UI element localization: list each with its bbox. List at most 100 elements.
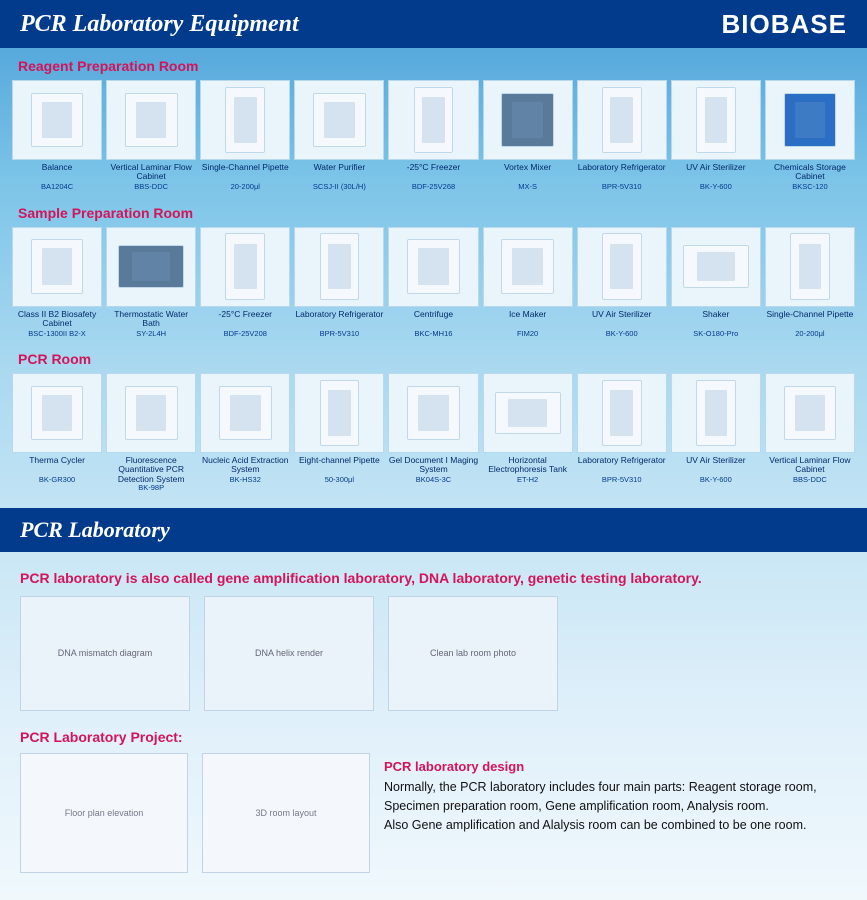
equipment-model: ET-H2 [517, 476, 538, 484]
equipment-image [12, 80, 102, 160]
equipment-image [483, 227, 573, 307]
plans-host: Floor plan elevation3D room layout [20, 753, 370, 873]
equipment-card[interactable]: Gel Document I Maging SystemBK04S-3C [388, 373, 478, 492]
equipment-card[interactable]: Ice MakerFIM20 [483, 227, 573, 338]
section-label: PCR Room [0, 341, 867, 373]
equipment-image [388, 80, 478, 160]
equipment-model: 50-300μl [325, 476, 354, 484]
equipment-model: BBS-DDC [134, 183, 168, 191]
equipment-card[interactable]: -25°C FreezerBDF-25V268 [388, 80, 478, 191]
equipment-card[interactable]: Laboratory RefrigeratorBPR-5V310 [577, 80, 667, 191]
equipment-model: BK-Y-600 [606, 330, 638, 338]
equipment-name: Eight-channel Pipette [299, 456, 380, 476]
equipment-name: Balance [42, 163, 73, 183]
equipment-name: Gel Document I Maging System [388, 456, 478, 476]
lower-title: PCR Laboratory [20, 517, 170, 543]
equipment-model: BKSC-120 [792, 183, 827, 191]
equipment-card[interactable]: Nucleic Acid Extraction SystemBK-HS32 [200, 373, 290, 492]
equipment-card[interactable]: Vertical Laminar Flow CabinetBBS-DDC [765, 373, 855, 492]
equipment-card[interactable]: Laboratory RefrigeratorBPR-5V310 [577, 373, 667, 492]
equipment-card[interactable]: Fluorescence Quantitative PCR Detection … [106, 373, 196, 492]
equipment-card[interactable]: Eight-channel Pipette50-300μl [294, 373, 384, 492]
equipment-card[interactable]: UV Air SterilizerBK-Y-600 [671, 80, 761, 191]
lab-subtitle: PCR laboratory is also called gene ampli… [0, 552, 867, 596]
equipment-name: Class II B2 Biosafety Cabinet [12, 310, 102, 330]
equipment-card[interactable]: Therma CyclerBK-GR300 [12, 373, 102, 492]
equipment-card[interactable]: Laboratory RefrigeratorBPR-5V310 [294, 227, 384, 338]
equipment-model: BK-HS32 [230, 476, 261, 484]
project-title: PCR Laboratory Project: [0, 711, 867, 753]
equipment-card[interactable]: ShakerSK-O180-Pro [671, 227, 761, 338]
project-row: Floor plan elevation3D room layout PCR l… [0, 753, 867, 893]
equipment-card[interactable]: UV Air SterilizerBK-Y-600 [671, 373, 761, 492]
equipment-model: BBS-DDC [793, 476, 827, 484]
equipment-name: Laboratory Refrigerator [295, 310, 383, 330]
equipment-model: BK-98P [138, 484, 164, 492]
info-image: DNA helix render [204, 596, 374, 711]
equipment-card[interactable]: BalanceBA1204C [12, 80, 102, 191]
equipment-image [200, 227, 290, 307]
equipment-image [671, 80, 761, 160]
plan-image: 3D room layout [202, 753, 370, 873]
equipment-name: UV Air Sterilizer [686, 456, 746, 476]
equipment-image [294, 373, 384, 453]
section-label: Reagent Preparation Room [0, 48, 867, 80]
equipment-model: SK-O180-Pro [693, 330, 738, 338]
equipment-image [577, 227, 667, 307]
equipment-model: SY-2L4H [136, 330, 166, 338]
equipment-card[interactable]: Single-Channel Pipette20-200μl [200, 80, 290, 191]
equipment-model: BPR-5V310 [320, 330, 360, 338]
equipment-name: UV Air Sterilizer [686, 163, 746, 183]
equipment-model: BPR-5V310 [602, 476, 642, 484]
equipment-name: Fluorescence Quantitative PCR Detection … [106, 456, 196, 484]
equipment-image [106, 80, 196, 160]
equipment-name: Vertical Laminar Flow Cabinet [765, 456, 855, 476]
lower-header: PCR Laboratory [0, 508, 867, 552]
equipment-card[interactable]: -25°C FreezerBDF-25V208 [200, 227, 290, 338]
equipment-image [671, 373, 761, 453]
equipment-image [577, 80, 667, 160]
design-line: Specimen preparation room, Gene amplific… [384, 797, 847, 816]
equipment-card[interactable]: CentrifugeBKC-MH16 [388, 227, 478, 338]
plan-image: Floor plan elevation [20, 753, 188, 873]
equipment-card[interactable]: Single-Channel Pipette20-200μl [765, 227, 855, 338]
equipment-image [200, 80, 290, 160]
equipment-model: 20-200μl [231, 183, 260, 191]
equipment-model: BPR-5V310 [602, 183, 642, 191]
equipment-card[interactable]: Vertical Laminar Flow CabinetBBS-DDC [106, 80, 196, 191]
equipment-name: UV Air Sterilizer [592, 310, 652, 330]
equipment-image [765, 227, 855, 307]
info-image: Clean lab room photo [388, 596, 558, 711]
equipment-model: BK-GR300 [39, 476, 75, 484]
equipment-name: Therma Cycler [29, 456, 85, 476]
equipment-image [388, 227, 478, 307]
equipment-card[interactable]: Class II B2 Biosafety CabinetBSC-1300II … [12, 227, 102, 338]
equipment-name: Ice Maker [509, 310, 546, 330]
equipment-image [483, 373, 573, 453]
equipment-image [12, 227, 102, 307]
equipment-name: Shaker [702, 310, 729, 330]
equipment-image [106, 373, 196, 453]
info-image: DNA mismatch diagram [20, 596, 190, 711]
design-line: Normally, the PCR laboratory includes fo… [384, 778, 847, 797]
equipment-name: Vortex Mixer [504, 163, 551, 183]
equipment-model: BDF-25V268 [412, 183, 455, 191]
design-line: Also Gene amplification and Alalysis roo… [384, 816, 847, 835]
equipment-image [294, 227, 384, 307]
equipment-grid: Therma CyclerBK-GR300Fluorescence Quanti… [0, 373, 867, 496]
equipment-card[interactable]: Chemicals Storage CabinetBKSC-120 [765, 80, 855, 191]
equipment-card[interactable]: Horizontal Electrophoresis TankET-H2 [483, 373, 573, 492]
brand-logo: BIOBASE [722, 9, 847, 40]
equipment-grid: BalanceBA1204CVertical Laminar Flow Cabi… [0, 80, 867, 195]
equipment-card[interactable]: Thermostatic Water BathSY-2L4H [106, 227, 196, 338]
equipment-card[interactable]: Vortex MixerMX-S [483, 80, 573, 191]
equipment-name: Single-Channel Pipette [202, 163, 289, 183]
equipment-name: Laboratory Refrigerator [578, 163, 666, 183]
equipment-image [12, 373, 102, 453]
equipment-image [294, 80, 384, 160]
equipment-card[interactable]: UV Air SterilizerBK-Y-600 [577, 227, 667, 338]
equipment-image [388, 373, 478, 453]
design-heading: PCR laboratory design [384, 757, 847, 777]
equipment-model: BK-Y-600 [700, 476, 732, 484]
equipment-card[interactable]: Water PurifierSCSJ-II (30L/H) [294, 80, 384, 191]
